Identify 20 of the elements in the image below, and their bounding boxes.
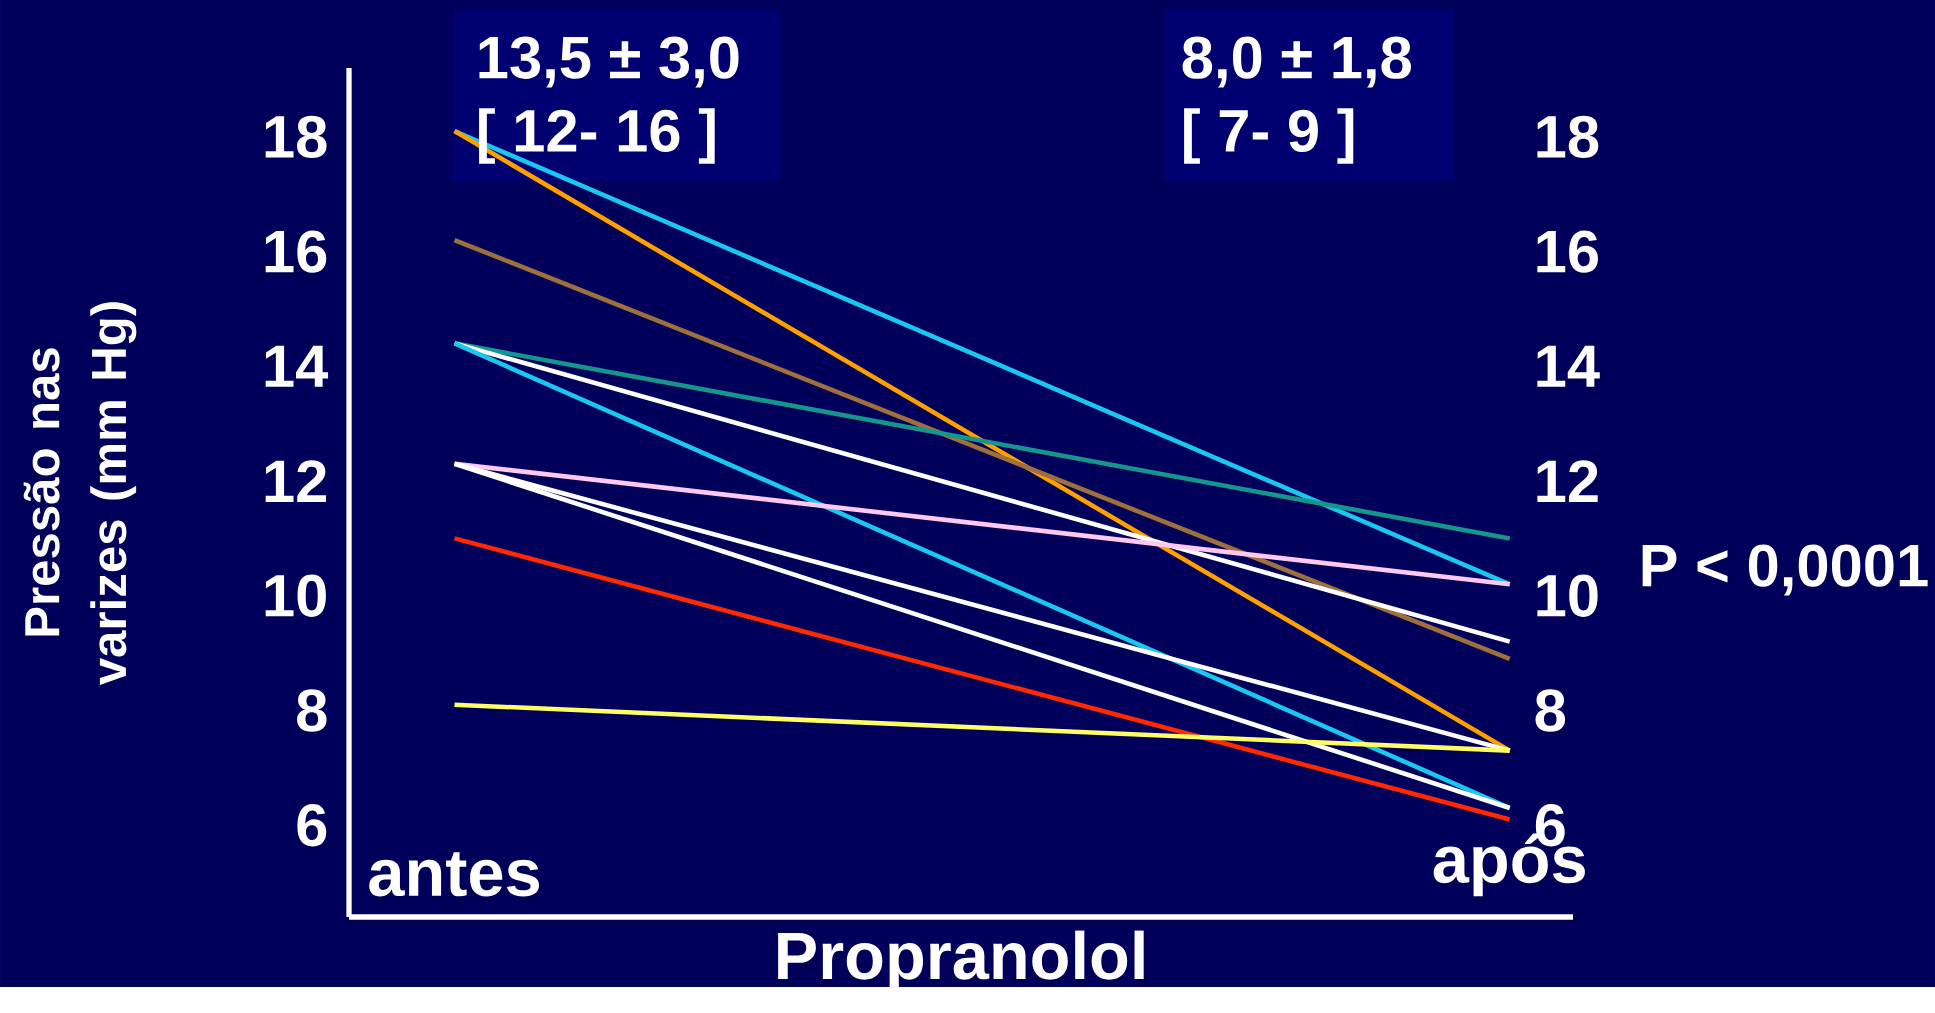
x-tick-label: antes [369,852,539,897]
y2-tick-label: 18 [1537,115,1599,159]
x-axis-title: Propranolol [778,930,1144,993]
annotation: P < 0,0001 [1642,544,1928,596]
y-tick-label: 14 [265,345,329,387]
y-tick-label: 8 [297,689,327,732]
annotation: 8,0 ± 1,8 [1182,36,1411,88]
y2-tick-label: 16 [1537,230,1598,273]
y-tick-label: 12 [265,460,326,503]
y-tick-label: 10 [265,574,326,618]
y-tick-label: 16 [265,230,327,273]
y2-tick-label: 12 [1537,460,1598,503]
annotation: 13,5 ± 3,0 [479,36,739,88]
y2-tick-label: 8 [1535,689,1566,732]
y-axis-title: Pressão nas varizes (mm Hg) [23,302,137,686]
y-tick-label: 18 [265,115,327,159]
annotation: [ 7- 9 ] [1184,108,1354,164]
y2-tick-label: 10 [1537,574,1598,618]
y2-tick-label: 14 [1537,345,1600,387]
y-tick-label: 6 [297,804,327,847]
